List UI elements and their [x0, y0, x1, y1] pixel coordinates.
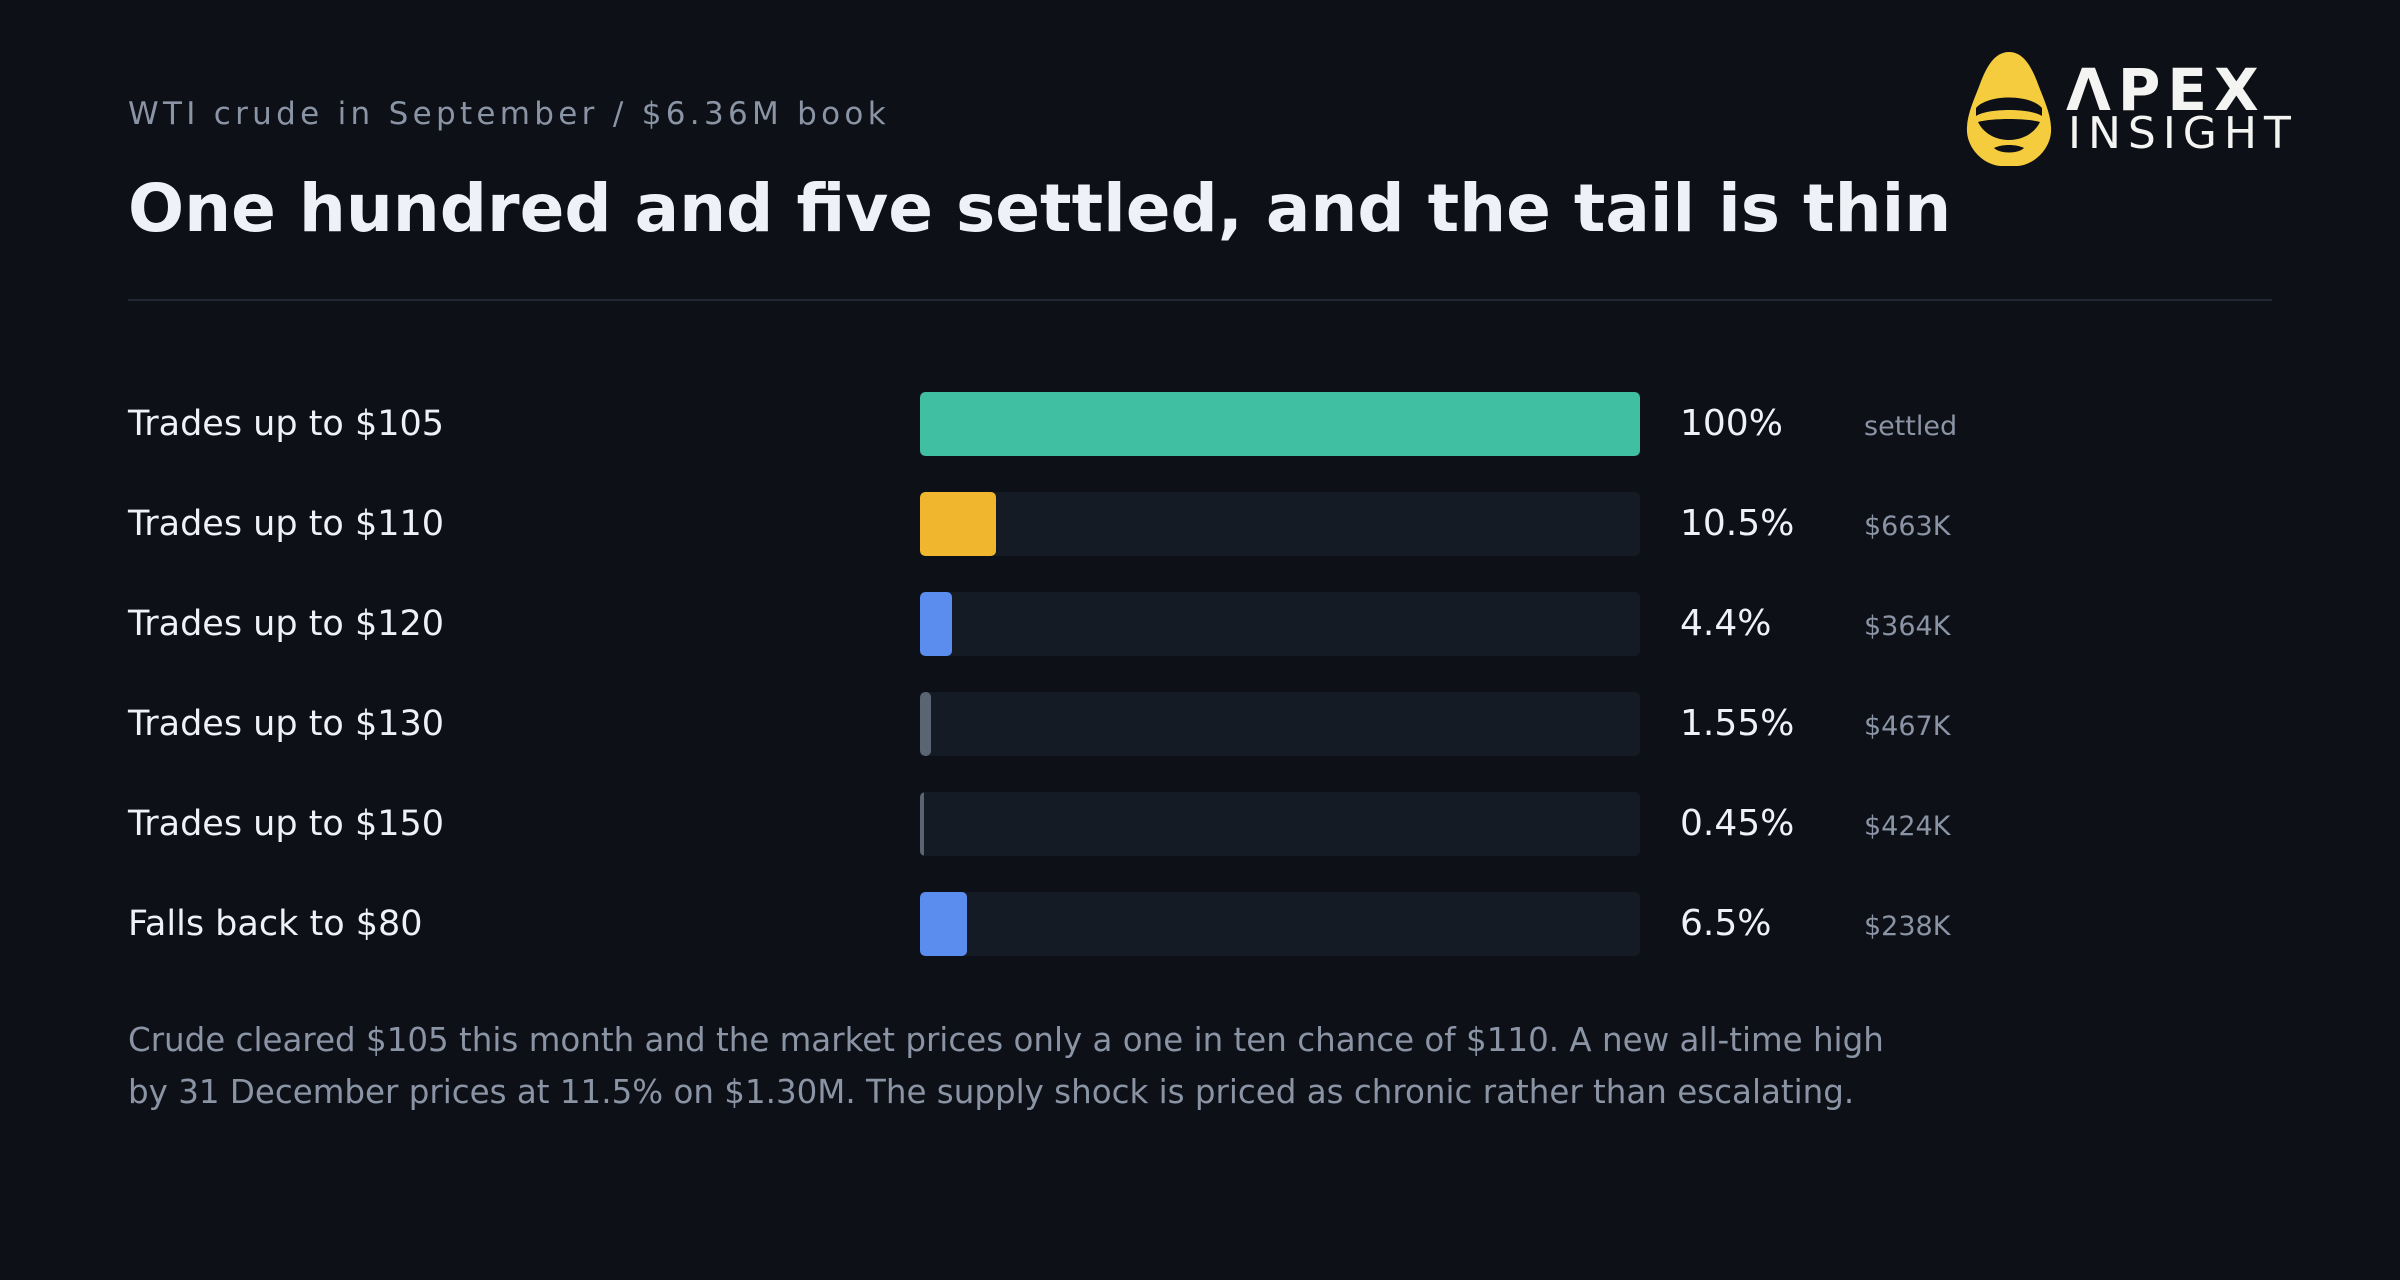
volume-label: $364K [1864, 611, 1951, 642]
value-label: 1.55% [1680, 703, 1795, 744]
category-label: Trades up to $105 [128, 404, 445, 444]
category-label: Falls back to $80 [128, 904, 423, 944]
bar-track [920, 792, 1640, 856]
bar [920, 592, 952, 656]
bar-row: Trades up to $105 100% settled [0, 392, 2400, 456]
footnote-line-1: Crude cleared $105 this month and the ma… [128, 1021, 1884, 1059]
bar [920, 392, 1640, 456]
volume-label: settled [1864, 411, 1958, 442]
bar-row: Trades up to $110 10.5% $663K [0, 492, 2400, 556]
category-label: Trades up to $150 [128, 804, 445, 844]
bar [920, 892, 967, 956]
chart-title: One hundred and five settled, and the ta… [128, 170, 1952, 247]
bar [920, 692, 932, 756]
value-label: 10.5% [1680, 503, 1795, 544]
bar-track [920, 692, 1640, 756]
volume-label: $663K [1864, 511, 1951, 542]
bar-row: Trades up to $120 4.4% $364K [0, 592, 2400, 656]
bar-row: Trades up to $150 0.45% $424K [0, 792, 2400, 856]
category-label: Trades up to $120 [128, 604, 445, 644]
value-label: 100% [1680, 403, 1783, 444]
volume-label: $467K [1864, 711, 1951, 742]
bar-track [920, 392, 1640, 456]
bar-track [920, 492, 1640, 556]
bar-row: Falls back to $80 6.5% $238K [0, 892, 2400, 956]
value-label: 4.4% [1680, 603, 1772, 644]
bar-track [920, 592, 1640, 656]
chart-footnote: Crude cleared $105 this month and the ma… [128, 1014, 2028, 1118]
value-label: 0.45% [1680, 803, 1795, 844]
hooded-figure-icon [1966, 52, 2052, 166]
bar-row: Trades up to $130 1.55% $467K [0, 692, 2400, 756]
value-label: 6.5% [1680, 903, 1772, 944]
footnote-line-2: by 31 December prices at 11.5% on $1.30M… [128, 1073, 1855, 1111]
bar [920, 792, 924, 856]
logo-wordmark-apex: ΛPEX [2066, 56, 2266, 124]
volume-label: $238K [1864, 911, 1951, 942]
bar [920, 492, 996, 556]
volume-label: $424K [1864, 811, 1951, 842]
brand-logo: ΛPEX INSIGHT [1964, 50, 2291, 168]
chart-kicker: WTI crude in September / $6.36M book [128, 96, 890, 132]
category-label: Trades up to $110 [128, 504, 445, 544]
category-label: Trades up to $130 [128, 704, 445, 744]
title-divider [128, 299, 2272, 301]
bar-track [920, 892, 1640, 956]
logo-wordmark-insight: INSIGHT [2068, 108, 2298, 159]
